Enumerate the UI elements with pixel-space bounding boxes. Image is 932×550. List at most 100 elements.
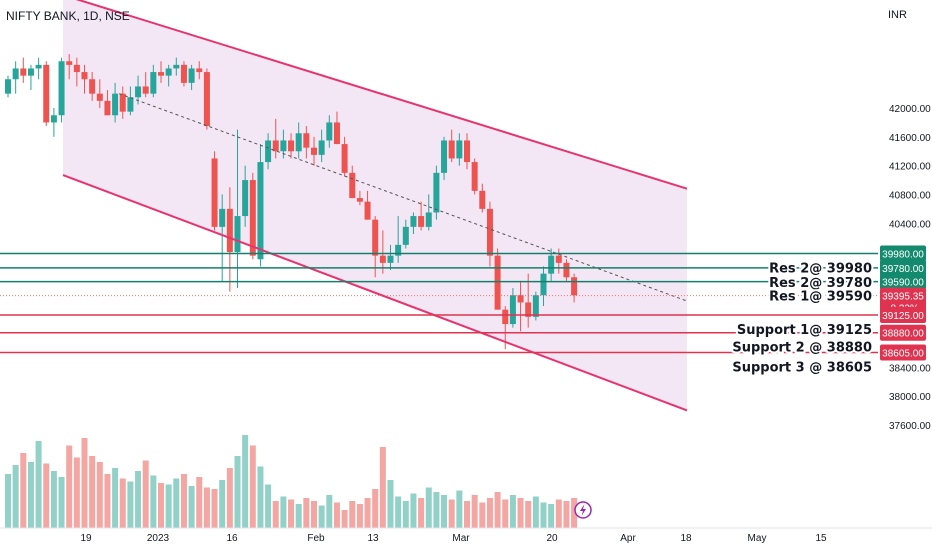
y-tick-label: 38000.00	[889, 392, 931, 403]
volume-bar	[456, 490, 463, 528]
candle-body	[211, 158, 218, 227]
candle-body	[532, 295, 539, 317]
candle-body	[318, 140, 325, 155]
candle-body	[548, 255, 555, 274]
y-tick-label: 42000.00	[889, 104, 931, 115]
price-tag-label: 38605.00	[882, 349, 924, 360]
candle-body	[326, 122, 333, 141]
volume-bar	[173, 478, 180, 528]
candle-body	[364, 201, 371, 220]
x-tick-label: 13	[367, 533, 379, 544]
volume-bar	[188, 486, 195, 528]
candle-body	[517, 295, 524, 303]
candle-body	[272, 140, 279, 152]
volume-bar	[479, 502, 486, 528]
volume-bar	[295, 504, 302, 528]
volume-bar	[81, 438, 88, 528]
volume-bar	[410, 493, 417, 528]
volume-bar	[379, 447, 386, 528]
y-tick-label: 40400.00	[889, 219, 931, 230]
x-tick-label: 16	[226, 533, 238, 544]
candle-body	[158, 72, 164, 76]
volume-bar	[395, 496, 402, 528]
candle-body	[379, 255, 386, 263]
volume-bar	[448, 499, 455, 528]
volume-bar	[288, 499, 295, 528]
candle-body	[27, 68, 34, 76]
price-tag-label: 38880.00	[882, 329, 924, 340]
candle-body	[410, 216, 417, 227]
candle-body	[395, 244, 402, 256]
candle-body	[180, 64, 187, 83]
channel-fill	[63, 0, 687, 411]
y-tick-label: 40800.00	[889, 190, 931, 201]
time-axis[interactable]	[0, 528, 932, 550]
volume-bar	[318, 505, 325, 528]
price-tag-label: 39980.00	[882, 250, 924, 261]
candle-body	[58, 61, 65, 116]
level-label: Res 2@ 39980	[769, 262, 872, 277]
volume-bar	[112, 468, 119, 528]
volume-bar	[364, 498, 371, 528]
candle-body	[135, 86, 142, 98]
channel-lower-line[interactable]	[62, 174, 688, 412]
lightning-glyph	[580, 504, 586, 516]
volume-bar	[127, 481, 134, 528]
candle-body	[73, 64, 80, 73]
volume-bar	[150, 475, 157, 528]
volume-bar	[280, 496, 287, 528]
candle-body	[333, 122, 340, 145]
candle-body	[448, 140, 455, 159]
candle-body	[242, 180, 249, 217]
volume-bar	[548, 504, 555, 528]
volume-bar	[532, 496, 539, 528]
volume-bar	[272, 501, 279, 528]
candle-body	[150, 72, 157, 94]
level-label: Res 1@ 39590	[769, 290, 872, 305]
volume-bar	[265, 484, 272, 528]
candle-body	[35, 64, 42, 69]
candle-body	[96, 93, 103, 101]
symbol-title: NIFTY BANK, 1D, NSE	[6, 9, 130, 23]
volume-bar	[433, 492, 440, 528]
x-tick-label: 15	[815, 533, 827, 544]
volume-bar	[418, 498, 425, 528]
volume-bar	[425, 487, 432, 528]
volume-bar	[135, 471, 142, 528]
volume-bar	[571, 498, 578, 528]
candle-body	[349, 172, 356, 199]
candle-body	[456, 140, 463, 159]
price-tag-label: 39125.00	[882, 311, 924, 322]
volume-bar	[387, 480, 394, 528]
volume-bar	[525, 501, 532, 528]
channel-upper-line[interactable]	[63, 0, 688, 190]
volume-bar	[464, 501, 470, 528]
trend-dashed-line[interactable]	[118, 93, 688, 302]
volume-bar	[234, 456, 241, 528]
volume-bar	[441, 495, 448, 528]
candle-body	[173, 64, 180, 69]
volume-bar	[226, 468, 233, 528]
candle-body	[234, 216, 241, 253]
last-price-label: 39395.35	[882, 292, 924, 303]
volume-bar	[20, 453, 27, 528]
price-tag	[880, 307, 926, 324]
volume-bar	[203, 487, 210, 528]
candle-body	[433, 172, 440, 213]
volume-bar	[96, 462, 103, 528]
volume-bar	[311, 501, 317, 528]
candle-body	[219, 208, 226, 227]
candle-body	[540, 273, 547, 296]
candle-body	[471, 162, 478, 191]
volume-bar	[502, 499, 509, 528]
y-tick-label: 41200.00	[889, 162, 931, 173]
volume-bar	[563, 501, 570, 528]
candle-body	[464, 140, 470, 163]
level-label: Support 1@ 39125	[737, 323, 872, 338]
volume-bar	[249, 445, 256, 528]
candle-body	[127, 97, 134, 112]
volume-bar	[303, 498, 310, 528]
price-tag	[880, 324, 926, 341]
volume-bar	[341, 510, 348, 528]
